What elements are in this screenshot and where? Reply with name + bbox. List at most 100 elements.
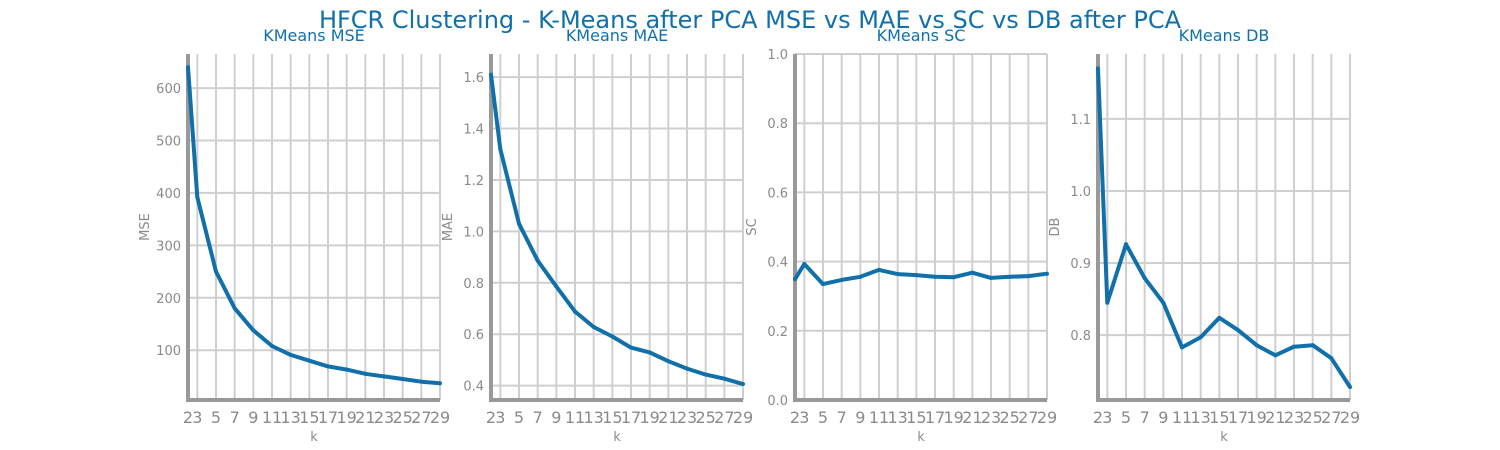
y-tick-label: 400 (156, 187, 181, 202)
x-tick-label: 11 (565, 408, 585, 427)
data-point (914, 273, 919, 278)
data-point (839, 277, 844, 282)
data-point (535, 258, 540, 263)
y-tick-label: 100 (156, 344, 181, 359)
y-tick-label: 0.6 (767, 186, 788, 201)
data-point (1124, 242, 1128, 247)
data-point (1236, 328, 1240, 333)
x-tick-label: 23 (1284, 408, 1304, 427)
x-tick-label: 23 (981, 408, 1001, 427)
y-tick-label: 1.0 (767, 48, 788, 63)
data-point (970, 270, 975, 275)
data-point (1142, 276, 1147, 281)
x-tick-label: 9 (248, 408, 258, 427)
x-tick-label: 19 (943, 408, 963, 427)
y-tick-label: 0.9 (1070, 257, 1091, 272)
y-tick-label: 1.1 (1070, 113, 1091, 128)
y-axis-label: MSE (138, 213, 153, 241)
x-tick-label: 5 (818, 408, 828, 427)
data-point (793, 277, 797, 282)
x-tick-label: 9 (551, 408, 561, 427)
x-axis-label: k (1220, 430, 1228, 445)
data-point (498, 147, 503, 152)
x-tick-label: 25 (392, 408, 412, 427)
data-point (1180, 345, 1184, 350)
data-point (382, 374, 386, 379)
x-tick-label: 13 (1190, 408, 1210, 427)
data-point (858, 274, 863, 279)
data-point (591, 324, 596, 329)
y-tick-label: 0.0 (767, 394, 788, 409)
x-tick-label: 5 (514, 408, 524, 427)
subplot-3: 0.00.20.40.60.81.02 3 5 7 9 11131517192123252… (745, 26, 1057, 445)
x-tick-label: 29 (733, 408, 753, 427)
y-tick-label: 600 (156, 82, 181, 97)
x-tick-label: 15 (906, 408, 926, 427)
data-point (1310, 343, 1315, 348)
data-point (610, 334, 615, 339)
x-axis-label: k (613, 430, 621, 445)
x-tick-label: 7 (230, 408, 240, 427)
subplot-4: 0.80.91.01.12 3 5 7 9 11131517192123252729KMe… (1048, 26, 1360, 445)
x-tick-label: 13 (583, 408, 603, 427)
x-tick-label: 9 (1158, 408, 1168, 427)
subplot-title: KMeans MAE (566, 26, 668, 45)
x-tick-label: 27 (411, 408, 431, 427)
x-tick-label: 15 (602, 408, 622, 427)
x-tick-label: 27 (1321, 408, 1341, 427)
data-point (232, 306, 237, 311)
data-point (1198, 335, 1203, 340)
data-point (326, 364, 330, 369)
data-point (517, 221, 521, 226)
data-point (214, 269, 218, 274)
y-tick-label: 1.4 (463, 123, 484, 138)
data-point (438, 381, 442, 386)
x-tick-label: 25 (1302, 408, 1322, 427)
x-tick-label: 7 (1140, 408, 1150, 427)
y-tick-label: 1.2 (463, 174, 484, 189)
x-tick-label: 19 (1246, 408, 1266, 427)
data-point (1292, 344, 1296, 349)
x-tick-label: 21 (962, 408, 982, 427)
data-point (489, 72, 493, 77)
x-tick-label: 13 (887, 408, 907, 427)
subplot-title: KMeans SC (877, 26, 966, 45)
y-tick-label: 0.4 (463, 380, 484, 395)
x-tick-label: 17 (1228, 408, 1248, 427)
x-tick-label: 2 (790, 408, 800, 427)
x-tick-label: 17 (925, 408, 945, 427)
data-point (722, 376, 727, 381)
x-tick-label: 21 (1265, 408, 1285, 427)
x-tick-label: 9 (855, 408, 865, 427)
data-point (1026, 274, 1031, 279)
x-tick-label: 15 (1209, 408, 1229, 427)
x-tick-label: 3 (799, 408, 809, 427)
x-tick-label: 23 (374, 408, 394, 427)
x-tick-label: 17 (318, 408, 338, 427)
x-tick-label: 7 (837, 408, 847, 427)
y-tick-label: 0.6 (463, 328, 484, 343)
x-tick-label: 25 (695, 408, 715, 427)
data-point (703, 372, 708, 377)
x-tick-label: 3 (192, 408, 202, 427)
y-tick-label: 1.6 (463, 71, 484, 86)
x-tick-label: 19 (639, 408, 659, 427)
x-tick-label: 5 (1121, 408, 1131, 427)
y-tick-label: 1.0 (463, 225, 484, 240)
x-tick-label: 25 (999, 408, 1019, 427)
x-tick-label: 7 (533, 408, 543, 427)
x-tick-label: 17 (621, 408, 641, 427)
subplot-title: KMeans DB (1179, 26, 1270, 45)
data-point (1329, 356, 1334, 361)
y-axis-label: SC (745, 218, 760, 235)
data-point (419, 379, 424, 384)
x-tick-label: 29 (1340, 408, 1360, 427)
data-point (1217, 315, 1222, 320)
data-point (1161, 300, 1166, 305)
x-tick-label: 29 (1037, 408, 1057, 427)
data-point (554, 284, 559, 289)
data-point (1348, 385, 1352, 390)
y-tick-label: 500 (156, 135, 181, 150)
y-tick-label: 0.8 (463, 277, 484, 292)
